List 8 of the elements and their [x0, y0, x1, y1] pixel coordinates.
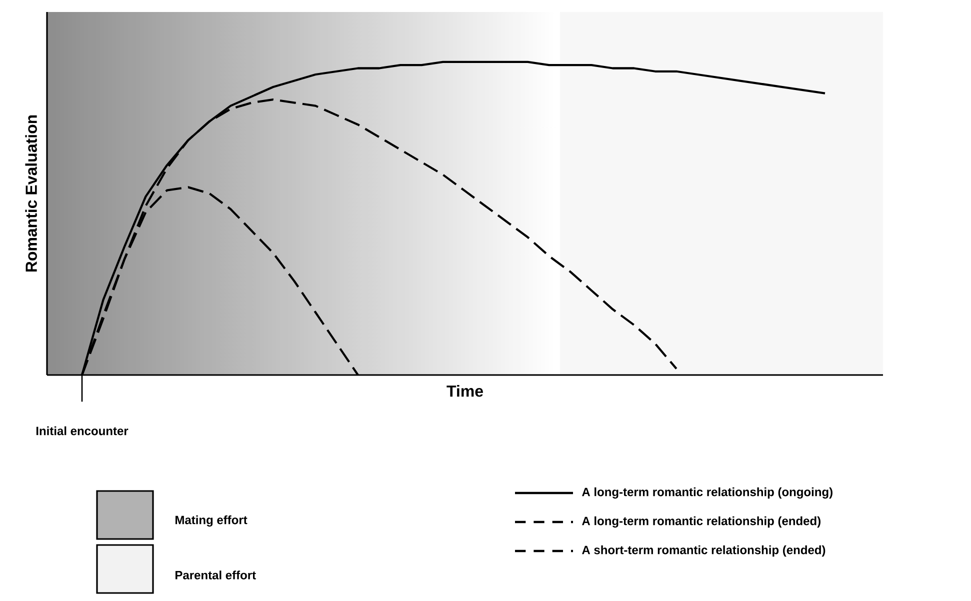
legend-label: A short-term romantic relationship (ended) [582, 545, 826, 557]
legend-label: A long-term romantic relationship (ended) [582, 516, 820, 528]
x-axis-title: Time [446, 385, 483, 397]
text: Parental effort [176, 570, 256, 580]
text: Mating effort [176, 515, 248, 527]
text: Initial encounter [36, 426, 128, 436]
legend-label: A long-term romantic relationship (ongoing) [582, 487, 832, 499]
y-axis-title: Romantic Evaluation [25, 115, 37, 272]
